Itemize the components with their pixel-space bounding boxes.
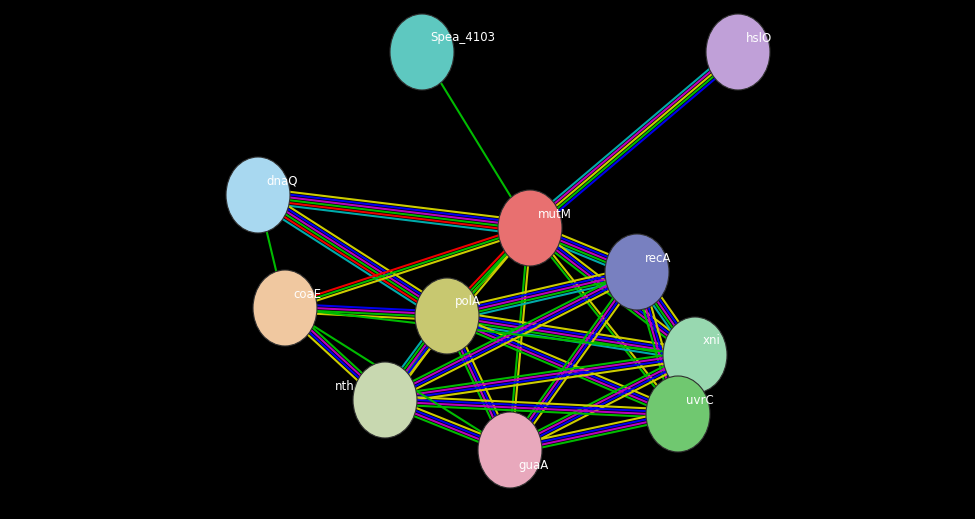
Text: dnaQ: dnaQ: [266, 174, 297, 187]
Text: guaA: guaA: [518, 459, 548, 472]
Ellipse shape: [415, 278, 479, 354]
Ellipse shape: [646, 376, 710, 452]
Ellipse shape: [498, 190, 562, 266]
Text: polA: polA: [455, 295, 481, 308]
Ellipse shape: [605, 234, 669, 310]
Text: coaE: coaE: [293, 288, 321, 301]
Text: nth: nth: [335, 379, 355, 392]
Ellipse shape: [478, 412, 542, 488]
Ellipse shape: [706, 14, 770, 90]
Text: Spea_4103: Spea_4103: [430, 32, 495, 45]
Text: hslO: hslO: [746, 32, 772, 45]
Ellipse shape: [390, 14, 454, 90]
Ellipse shape: [353, 362, 417, 438]
Text: mutM: mutM: [538, 208, 572, 221]
Text: uvrC: uvrC: [686, 393, 714, 406]
Ellipse shape: [226, 157, 290, 233]
Ellipse shape: [253, 270, 317, 346]
Text: xni: xni: [703, 335, 721, 348]
Ellipse shape: [663, 317, 727, 393]
Text: recA: recA: [645, 252, 672, 265]
